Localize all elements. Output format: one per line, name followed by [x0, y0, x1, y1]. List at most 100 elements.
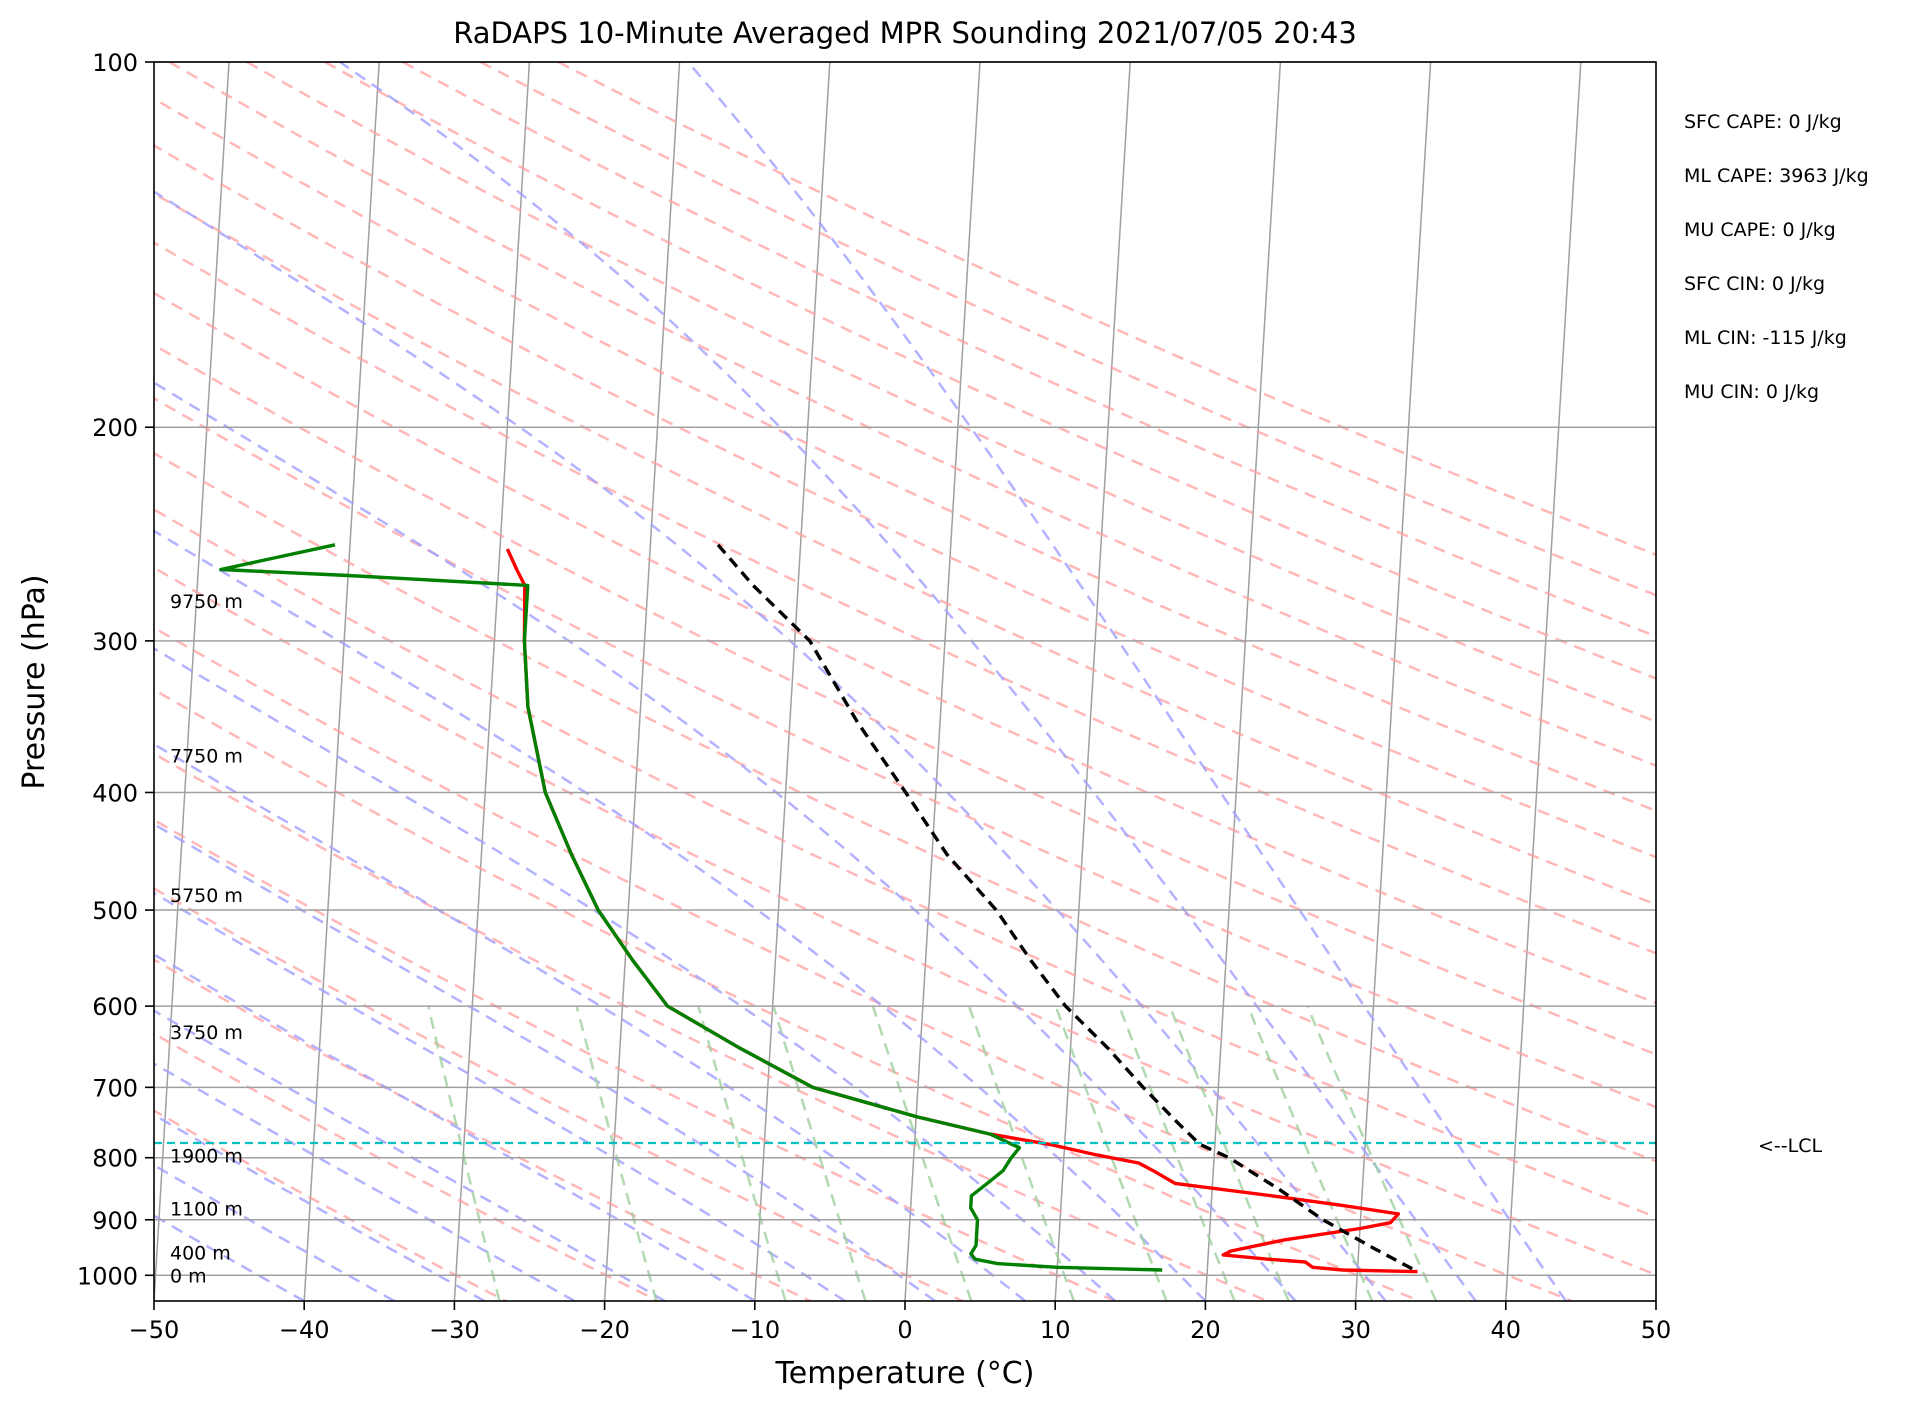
- dry-adiabat-line: [154, 752, 1268, 1301]
- stat-mu-cin: MU CIN: 0 J/kg: [1684, 381, 1819, 403]
- y-tick-label: 300: [92, 628, 138, 656]
- x-axis-label: Temperature (°C): [775, 1356, 1035, 1391]
- x-tick-label: 30: [1340, 1316, 1371, 1344]
- x-tick-label: 40: [1491, 1316, 1522, 1344]
- chart-title: RaDAPS 10-Minute Averaged MPR Sounding 2…: [453, 16, 1357, 50]
- mixing-ratio-line: [1118, 1005, 1236, 1301]
- height-label: 1100 m: [170, 1199, 243, 1221]
- moist-adiabat-line: [154, 742, 1026, 1301]
- moist-adiabat-line: [154, 953, 756, 1301]
- dry-adiabat-line: [246, 62, 1656, 723]
- isotherm-line: [303, 62, 380, 1301]
- mixing-ratio-line: [772, 1005, 867, 1301]
- dry-adiabat-line: [154, 343, 1656, 1056]
- y-tick-label: 400: [92, 779, 138, 807]
- lcl-label: <--LCL: [1758, 1135, 1822, 1157]
- isotherm-line: [1354, 62, 1432, 1301]
- moist-adiabat-line: [154, 1009, 666, 1301]
- dry-adiabat-line: [557, 62, 1656, 557]
- height-label: 9750 m: [170, 591, 243, 613]
- x-tick-label: −30: [429, 1316, 480, 1344]
- mixing-ratio-line: [1306, 1005, 1438, 1301]
- isotherm-line: [1204, 62, 1282, 1301]
- mixing-ratio-line: [967, 1005, 1076, 1301]
- dry-adiabat-line: [154, 396, 1656, 1109]
- dry-adiabat-line: [154, 291, 1656, 1005]
- dry-adiabat-line: [154, 1109, 507, 1301]
- mixing-ratio-line: [696, 1005, 787, 1301]
- height-label: 3750 m: [170, 1022, 243, 1044]
- y-tick-label: 900: [92, 1207, 138, 1235]
- dry-adiabat-line: [168, 62, 1656, 767]
- mixing-ratio-line: [575, 1005, 658, 1301]
- dry-adiabat-line: [154, 958, 811, 1301]
- y-tick-label: 600: [92, 993, 138, 1021]
- isotherm-line: [904, 62, 981, 1301]
- dry-adiabat-line: [154, 1032, 659, 1301]
- isotherm-line: [154, 62, 230, 1301]
- mixing-ratio-line: [871, 1005, 973, 1301]
- y-axis-label: Pressure (hPa): [17, 574, 52, 789]
- series-line-1: [219, 543, 1163, 1272]
- moist-adiabat-line: [154, 529, 1207, 1301]
- y-tick-label: 700: [92, 1074, 138, 1102]
- moist-adiabat-line: [154, 891, 846, 1301]
- x-tick-label: 50: [1641, 1316, 1672, 1344]
- dry-adiabat-line: [154, 818, 1116, 1301]
- gridlines: [154, 61, 1656, 1277]
- mixing-ratio-line: [1246, 1005, 1374, 1301]
- dry-adiabat-line: [154, 688, 1420, 1301]
- moist-adiabat-line: [154, 1062, 576, 1301]
- y-axis: 100 200 300 400 500 600 700 800 900 1000: [77, 49, 154, 1290]
- y-tick-label: 500: [92, 897, 138, 925]
- moist-adiabat-line: [154, 647, 1117, 1301]
- dry-adiabat-line: [154, 192, 1656, 906]
- isotherm-line: [1054, 62, 1131, 1301]
- moist-adiabat-line: [154, 381, 1297, 1301]
- x-tick-label: −20: [579, 1316, 630, 1344]
- moist-adiabat-line: [339, 62, 1477, 1301]
- dry-adiabat-line: [154, 97, 1656, 813]
- height-label: 5750 m: [170, 885, 243, 907]
- isotherm-line: [1655, 1288, 1656, 1301]
- stat-ml-cin: ML CIN: -115 J/kg: [1684, 327, 1847, 349]
- dry-adiabat-line: [324, 62, 1656, 680]
- stat-sfc-cape: SFC CAPE: 0 J/kg: [1684, 111, 1842, 133]
- y-tick-label: 200: [92, 414, 138, 442]
- x-tick-label: 0: [897, 1316, 912, 1344]
- series-layer: [219, 543, 1419, 1274]
- background-lines: [154, 62, 1881, 1301]
- mixing-ratio-line: [1054, 1005, 1168, 1301]
- dry-adiabat-line: [479, 62, 1656, 597]
- height-label: 400 m: [170, 1243, 231, 1265]
- y-tick-label: 1000: [77, 1262, 138, 1290]
- x-tick-label: −50: [129, 1316, 180, 1344]
- x-tick-label: −10: [729, 1316, 780, 1344]
- dry-adiabat-line: [154, 626, 1573, 1301]
- x-axis: −50 −40 −30 −20 −10 0 10 20 30 40 50: [129, 1301, 1672, 1344]
- series-line-2: [716, 543, 1419, 1274]
- mixing-ratio-line: [427, 1005, 501, 1301]
- stat-sfc-cin: SFC CIN: 0 J/kg: [1684, 273, 1825, 295]
- mixing-ratio-line: [1168, 1005, 1290, 1301]
- height-label: 7750 m: [170, 746, 243, 768]
- isotherm-line: [1806, 62, 1881, 1301]
- height-label: 0 m: [170, 1265, 207, 1287]
- stats-panel: SFC CAPE: 0 J/kg ML CAPE: 3963 J/kg MU C…: [1684, 111, 1869, 403]
- dry-adiabat-line: [154, 451, 1656, 1163]
- stat-ml-cape: ML CAPE: 3963 J/kg: [1684, 165, 1869, 187]
- y-tick-label: 800: [92, 1145, 138, 1173]
- stat-mu-cape: MU CAPE: 0 J/kg: [1684, 219, 1836, 241]
- dry-adiabat-line: [154, 566, 1656, 1277]
- isotherm-line: [453, 62, 531, 1301]
- dry-adiabat-line: [154, 144, 1656, 859]
- height-labels: 9750 m 7750 m 5750 m 3750 m 1900 m 1100 m 400 …: [170, 591, 243, 1288]
- isotherm-line: [603, 62, 681, 1301]
- moist-adiabat-line: [154, 822, 936, 1301]
- moist-adiabat-line: [686, 62, 1567, 1301]
- isotherm-line: [754, 62, 831, 1301]
- x-tick-label: −40: [279, 1316, 330, 1344]
- y-tick-label: 100: [92, 49, 138, 77]
- height-label: 1900 m: [170, 1146, 243, 1168]
